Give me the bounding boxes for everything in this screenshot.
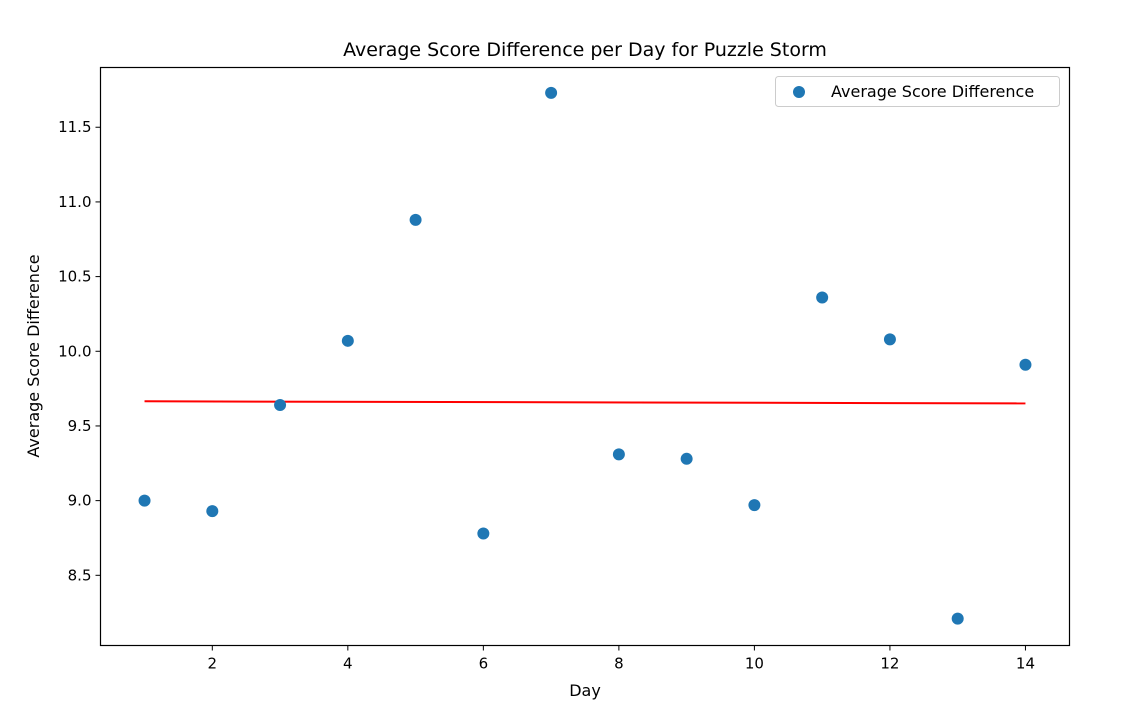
- y-tick-label: 11.0: [58, 193, 91, 211]
- data-point: [816, 291, 829, 304]
- data-point: [274, 399, 287, 412]
- data-point: [341, 334, 354, 347]
- legend-label: Average Score Difference: [831, 82, 1034, 101]
- data-point: [1019, 358, 1032, 371]
- y-tick-label: 11.5: [58, 118, 91, 136]
- data-point: [545, 86, 558, 99]
- trend-line: [144, 400, 1026, 405]
- legend-marker: [793, 86, 805, 98]
- chart-marks: [138, 86, 1032, 625]
- legend-box: [775, 76, 1060, 107]
- data-point: [680, 452, 693, 465]
- y-tick-label: 10.5: [58, 268, 91, 286]
- data-point: [612, 448, 625, 461]
- y-tick-label: 9.5: [68, 417, 92, 435]
- y-tick-label: 10.0: [58, 342, 91, 360]
- data-point: [206, 505, 219, 518]
- y-axis-label: Average Score Difference: [24, 254, 43, 457]
- x-tick-label: 10: [745, 655, 764, 673]
- data-point: [748, 499, 761, 512]
- data-point: [409, 213, 422, 226]
- chart-axes: 2 4 6 8 10 12 14 8.5 9.0 9.5 10.0 10.5 11.0 11.5: [58, 118, 1035, 672]
- x-tick-label: 4: [343, 655, 353, 673]
- data-point: [883, 333, 896, 346]
- chart-title: Average Score Difference per Day for Puz…: [343, 39, 827, 61]
- data-point: [951, 612, 964, 625]
- x-tick-label: 14: [1016, 655, 1035, 673]
- chart-legend: Average Score Difference: [775, 76, 1060, 107]
- y-tick-label: 8.5: [68, 566, 92, 584]
- y-tick-label: 9.0: [68, 492, 92, 510]
- x-tick-label: 6: [479, 655, 489, 673]
- x-tick-label: 8: [614, 655, 624, 673]
- data-point: [138, 494, 151, 507]
- x-axis-label: Day: [569, 681, 601, 700]
- x-tick-label: 12: [880, 655, 899, 673]
- plot-area-frame: [99, 66, 1071, 647]
- x-tick-label: 2: [208, 655, 218, 673]
- data-point: [477, 527, 490, 540]
